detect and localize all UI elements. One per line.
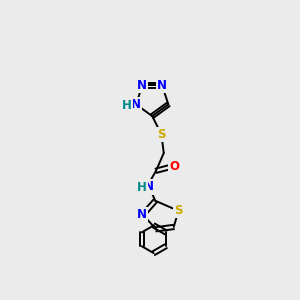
Text: N: N xyxy=(137,79,147,92)
Text: N: N xyxy=(157,79,167,92)
Text: N: N xyxy=(131,98,141,111)
Text: S: S xyxy=(174,204,183,217)
Text: O: O xyxy=(169,160,179,173)
Text: H: H xyxy=(122,99,132,112)
Text: S: S xyxy=(157,128,166,141)
Text: N: N xyxy=(144,180,154,194)
Text: H: H xyxy=(136,181,146,194)
Text: N: N xyxy=(137,208,147,221)
